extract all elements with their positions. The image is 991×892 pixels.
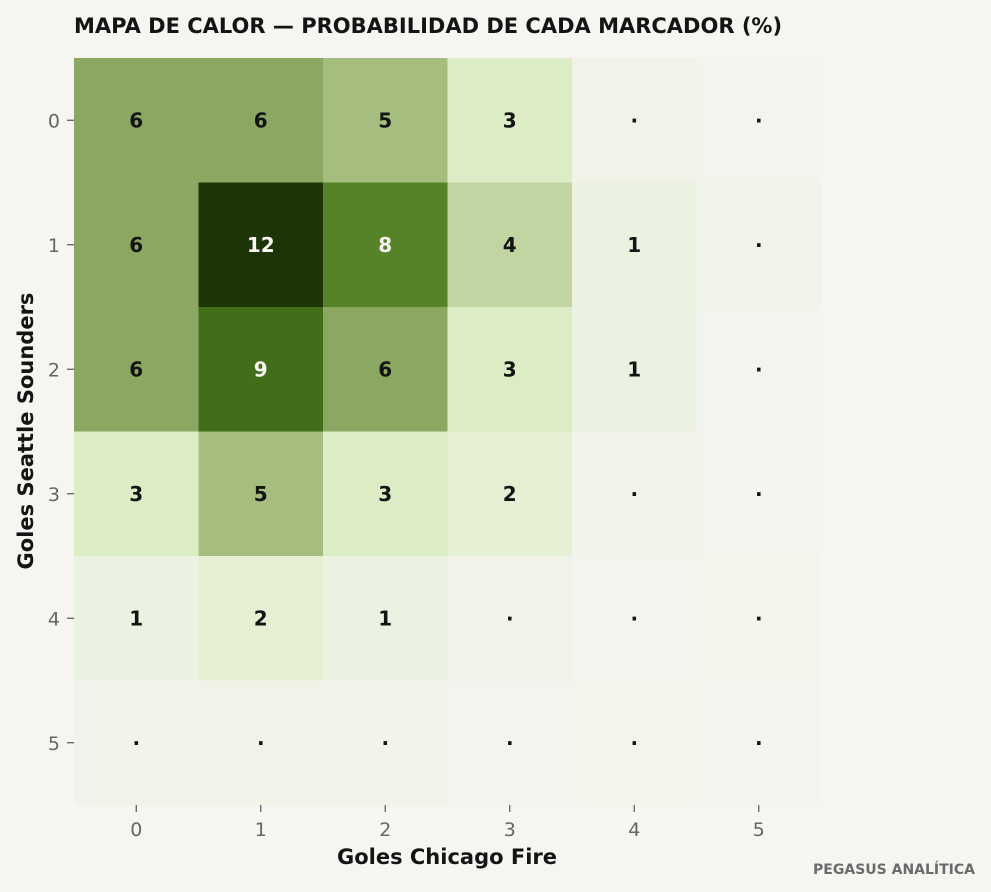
- x-tick-label-5: 5: [753, 819, 765, 841]
- heatmap-cell-4-5: [696, 556, 822, 681]
- cell-label-4-0: 1: [129, 606, 143, 630]
- cell-label-2-2: 6: [378, 357, 392, 381]
- heatmap-cell-3-2: [323, 431, 448, 557]
- cell-label-5-2: ·: [381, 731, 389, 755]
- cell-label-3-2: 3: [378, 482, 392, 506]
- heatmap-cell-5-0: [74, 680, 199, 806]
- credit-text: PEGASUS ANALÍTICA: [813, 861, 975, 878]
- x-axis-ticks: 0 1 2 3 4 5: [130, 805, 765, 841]
- cell-label-3-4: ·: [630, 482, 638, 506]
- heatmap-cell-1-2: [323, 182, 448, 308]
- heatmap-cell-4-1: [198, 556, 324, 681]
- heatmap-cell-1-4: [572, 182, 697, 308]
- cell-label-0-4: ·: [630, 108, 638, 132]
- heatmap-cell-0-5: [696, 58, 822, 183]
- heatmap-cell-3-3: [447, 431, 573, 557]
- cell-label-5-3: ·: [506, 731, 514, 755]
- y-tick-label-0: 0: [48, 110, 60, 132]
- cell-label-1-5: ·: [755, 233, 763, 257]
- cell-label-3-0: 3: [129, 482, 143, 506]
- heatmap-cell-2-1: [198, 307, 324, 432]
- cell-label-4-2: 1: [378, 606, 392, 630]
- cell-label-2-5: ·: [755, 357, 763, 381]
- cell-label-4-1: 2: [254, 606, 268, 630]
- heatmap-cells: [74, 58, 822, 806]
- heatmap-cell-5-3: [447, 680, 573, 806]
- heatmap-cell-4-3: [447, 556, 573, 681]
- heatmap-cell-5-4: [572, 680, 697, 806]
- cell-label-0-3: 3: [503, 108, 517, 132]
- y-axis-label: Goles Seattle Sounders: [14, 293, 38, 570]
- y-tick-label-1: 1: [48, 235, 60, 257]
- y-tick-label-4: 4: [48, 608, 60, 630]
- heatmap-cell-5-1: [198, 680, 324, 806]
- heatmap-cell-1-3: [447, 182, 573, 308]
- cell-label-3-1: 5: [254, 482, 268, 506]
- cell-label-5-1: ·: [257, 731, 265, 755]
- heatmap-cell-3-4: [572, 431, 697, 557]
- y-tick-label-3: 3: [48, 484, 60, 506]
- x-tick-label-2: 2: [379, 819, 391, 841]
- cell-label-1-4: 1: [627, 233, 641, 257]
- cell-label-0-0: 6: [129, 108, 143, 132]
- y-tick-label-5: 5: [48, 733, 60, 755]
- heatmap-cell-5-2: [323, 680, 448, 806]
- cell-label-2-0: 6: [129, 357, 143, 381]
- heatmap-cell-1-1: [198, 182, 324, 308]
- cell-label-0-5: ·: [755, 108, 763, 132]
- heatmap-cell-2-0: [74, 307, 199, 432]
- heatmap-cell-2-5: [696, 307, 822, 432]
- heatmap-cell-4-4: [572, 556, 697, 681]
- x-tick-label-0: 0: [130, 819, 142, 841]
- heatmap-cell-4-0: [74, 556, 199, 681]
- cell-label-4-3: ·: [506, 606, 514, 630]
- heatmap-cell-0-2: [323, 58, 448, 183]
- cell-label-5-5: ·: [755, 731, 763, 755]
- cell-label-3-3: 2: [503, 482, 517, 506]
- cell-label-2-1: 9: [254, 357, 268, 381]
- cell-label-5-0: ·: [132, 731, 140, 755]
- cell-label-5-4: ·: [630, 731, 638, 755]
- heatmap-cell-0-4: [572, 58, 697, 183]
- cell-label-2-4: 1: [627, 357, 641, 381]
- cell-label-1-2: 8: [378, 233, 392, 257]
- cell-label-2-3: 3: [503, 357, 517, 381]
- cell-label-4-5: ·: [755, 606, 763, 630]
- cell-label-0-2: 5: [378, 108, 392, 132]
- x-tick-label-3: 3: [504, 819, 516, 841]
- heatmap-cell-4-2: [323, 556, 448, 681]
- y-tick-label-2: 2: [48, 359, 60, 381]
- cell-label-1-0: 6: [129, 233, 143, 257]
- heatmap-cell-2-4: [572, 307, 697, 432]
- heatmap-cell-2-3: [447, 307, 573, 432]
- y-axis-ticks: 0 1 2 3 4 5: [48, 110, 74, 755]
- x-tick-label-4: 4: [628, 819, 640, 841]
- heatmap-cell-2-2: [323, 307, 448, 432]
- x-axis-label: Goles Chicago Fire: [337, 845, 557, 869]
- cell-label-1-1: 12: [247, 233, 275, 257]
- heatmap-cell-1-5: [696, 182, 822, 308]
- x-tick-label-1: 1: [255, 819, 267, 841]
- heatmap-cell-3-0: [74, 431, 199, 557]
- heatmap-cell-3-5: [696, 431, 822, 557]
- cell-label-0-1: 6: [254, 108, 268, 132]
- chart-title: MAPA DE CALOR — PROBABILIDAD DE CADA MAR…: [74, 14, 782, 38]
- cell-label-4-4: ·: [630, 606, 638, 630]
- heatmap-cell-5-5: [696, 680, 822, 806]
- heatmap-cell-0-0: [74, 58, 199, 183]
- heatmap-cell-0-1: [198, 58, 324, 183]
- cell-label-1-3: 4: [503, 233, 517, 257]
- cell-labels: 6 6 5 3 · ·6 12 8 4 1·6 9 6 3 1·3 5 3 2 · ·1 2 1 · · ·· · · · · ·: [129, 108, 762, 755]
- heatmap-cell-1-0: [74, 182, 199, 308]
- heatmap-cell-3-1: [198, 431, 324, 557]
- cell-label-3-5: ·: [755, 482, 763, 506]
- heatmap-cell-0-3: [447, 58, 573, 183]
